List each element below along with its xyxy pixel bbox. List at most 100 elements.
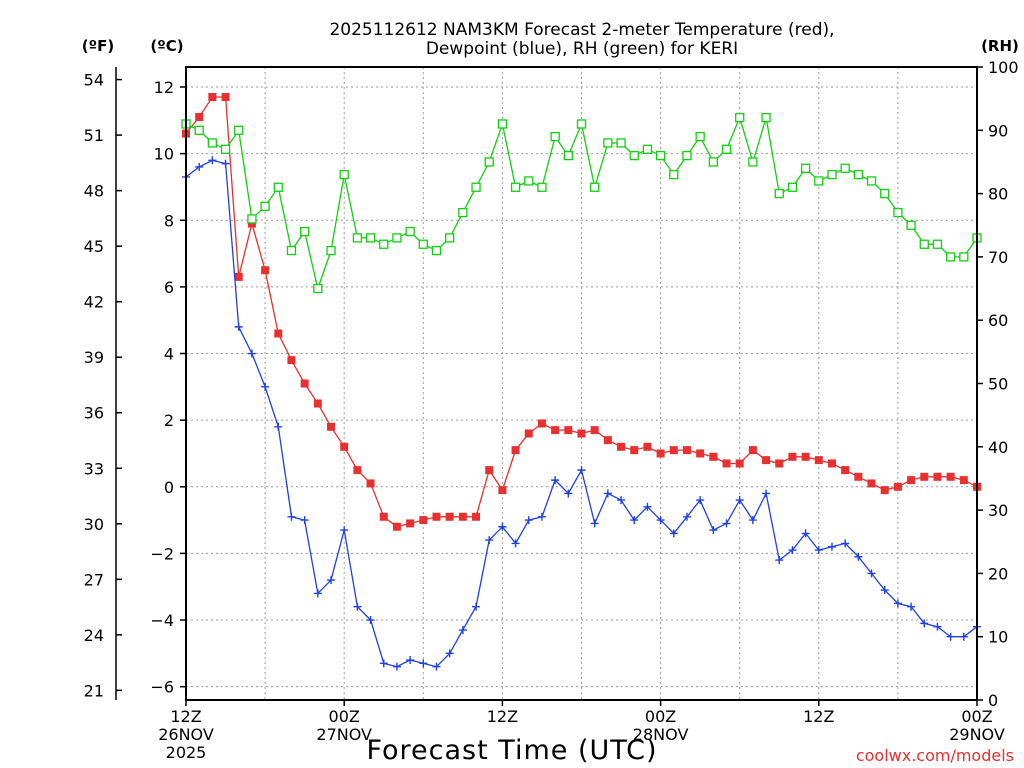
celsius-tick-label: −4 bbox=[150, 611, 174, 630]
temperature-point bbox=[300, 379, 309, 388]
temperature-point bbox=[893, 482, 902, 491]
chart-title-line2: Dewpoint (blue), RH (green) for KERI bbox=[426, 39, 738, 59]
dewpoint-point bbox=[208, 156, 217, 165]
dewpoint-point bbox=[313, 589, 322, 598]
dewpoint-point bbox=[234, 322, 243, 331]
rh-point bbox=[524, 176, 534, 186]
dewpoint-point bbox=[551, 476, 560, 485]
celsius-units-label: (ºC) bbox=[150, 37, 183, 55]
dewpoint-point bbox=[340, 526, 349, 535]
temperature-point bbox=[841, 466, 850, 475]
temperature-point bbox=[748, 446, 757, 455]
temperature-point bbox=[261, 266, 270, 275]
dewpoint-point bbox=[801, 529, 810, 538]
rh-tick-label: 100 bbox=[988, 58, 1019, 77]
temperature-point bbox=[327, 422, 336, 431]
dewpoint-point bbox=[643, 502, 652, 511]
dewpoint-point bbox=[603, 489, 612, 498]
dewpoint-point bbox=[353, 602, 362, 611]
dewpoint-point bbox=[814, 546, 823, 555]
temperature-point bbox=[867, 479, 876, 488]
grid-layer bbox=[186, 67, 977, 700]
dewpoint-point bbox=[617, 496, 626, 505]
rh-point bbox=[431, 245, 442, 256]
rh-point bbox=[655, 150, 666, 161]
x-tick-label: 00Z bbox=[961, 707, 992, 726]
x-tick-label: 12Z bbox=[803, 707, 834, 726]
rh-point bbox=[721, 144, 732, 154]
temperature-point bbox=[208, 92, 217, 101]
celsius-tick-label: −2 bbox=[150, 544, 174, 563]
credit-link[interactable]: coolwx.com/models bbox=[856, 746, 1014, 765]
rh-point bbox=[392, 233, 402, 243]
rh-point bbox=[484, 157, 494, 167]
dewpoint-point bbox=[392, 662, 401, 671]
temperature-point bbox=[854, 472, 863, 481]
rh-point bbox=[840, 163, 850, 173]
temperature-point bbox=[432, 512, 441, 521]
temperature-point bbox=[603, 436, 612, 445]
temperature-point bbox=[353, 466, 362, 475]
rh-point bbox=[220, 144, 231, 154]
dewpoint-point bbox=[445, 649, 454, 658]
rh-point bbox=[945, 252, 956, 262]
temperature-point bbox=[827, 459, 836, 468]
dewpoint-point bbox=[221, 159, 230, 168]
temperature-point bbox=[551, 426, 560, 435]
temperature-point bbox=[564, 426, 573, 435]
rh-point bbox=[603, 138, 613, 148]
dewpoint-point bbox=[893, 599, 902, 608]
x-tick-label: 29NOV bbox=[949, 725, 1005, 744]
dewpoint-point bbox=[827, 542, 836, 551]
rh-point bbox=[708, 157, 718, 167]
temperature-point bbox=[392, 522, 401, 531]
rh-tick-label: 80 bbox=[988, 185, 1008, 204]
dewpoint-point bbox=[300, 516, 309, 525]
rh-point bbox=[339, 169, 349, 180]
dewpoint-point bbox=[498, 522, 507, 531]
rh-point bbox=[207, 138, 218, 148]
temperature-point bbox=[498, 486, 507, 495]
celsius-tick-label: 6 bbox=[164, 278, 174, 297]
x-tick-label: 00Z bbox=[329, 707, 360, 726]
temperature-point bbox=[735, 459, 744, 468]
x-tick-label: 12Z bbox=[170, 707, 201, 726]
rh-point bbox=[234, 125, 244, 135]
temperature-point bbox=[511, 446, 520, 455]
temperature-point bbox=[722, 459, 731, 468]
x-axis-title: Forecast Time (UTC) bbox=[366, 735, 657, 766]
dewpoint-point bbox=[366, 616, 375, 625]
rh-point bbox=[959, 252, 969, 262]
rh-point bbox=[590, 182, 600, 192]
temperature-point bbox=[669, 446, 678, 455]
x-tick-label: 26NOV bbox=[158, 725, 214, 744]
temperature-point bbox=[643, 442, 652, 451]
rh-point bbox=[735, 112, 745, 123]
temperature-point bbox=[445, 512, 454, 521]
rh-tick-label: 50 bbox=[988, 375, 1008, 394]
rh-point bbox=[787, 182, 798, 192]
dewpoint-point bbox=[472, 602, 481, 611]
dewpoint-point bbox=[907, 602, 916, 611]
dewpoint-point bbox=[669, 529, 678, 538]
dewpoint-point bbox=[458, 626, 467, 635]
rh-tick-label: 0 bbox=[988, 691, 998, 710]
rh-point bbox=[260, 201, 270, 211]
rh-point bbox=[893, 207, 903, 218]
celsius-tick-label: 2 bbox=[164, 411, 174, 430]
temperature-point bbox=[472, 512, 481, 521]
rh-point bbox=[273, 182, 283, 192]
rh-point bbox=[748, 157, 758, 167]
rh-point bbox=[629, 150, 639, 161]
temperature-point bbox=[946, 472, 955, 481]
dewpoint-point bbox=[590, 519, 599, 528]
dewpoint-point bbox=[287, 512, 296, 521]
rh-point bbox=[405, 226, 415, 237]
temperature-point bbox=[590, 426, 599, 435]
temperature-point bbox=[274, 329, 283, 338]
rh-point bbox=[853, 169, 863, 180]
rh-point bbox=[379, 239, 389, 249]
rh-point bbox=[563, 150, 573, 161]
rh-point bbox=[669, 169, 679, 180]
rh-point bbox=[616, 138, 626, 148]
